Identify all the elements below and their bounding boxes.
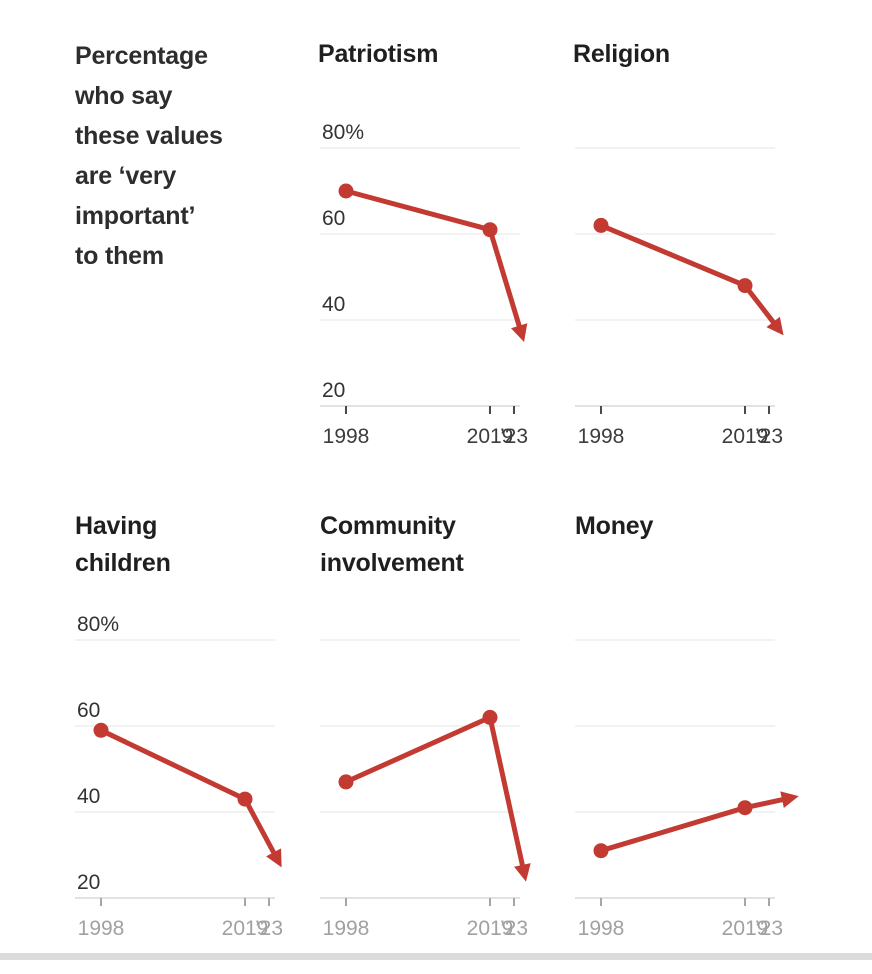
y-axis-label: 60 (322, 207, 345, 230)
x-axis-label: 2019 (722, 917, 769, 940)
y-axis-label: 20 (322, 379, 345, 402)
x-axis-label: ’23 (755, 917, 783, 940)
bottom-divider (0, 953, 872, 960)
data-point (482, 709, 498, 725)
x-axis-label: 1998 (323, 917, 370, 940)
y-axis-label: 40 (322, 293, 345, 316)
x-axis-label: ’23 (755, 425, 783, 448)
trend-arrowhead (266, 848, 282, 868)
x-axis-label: 1998 (323, 425, 370, 448)
x-axis-label: 1998 (578, 425, 625, 448)
x-axis-label: 2019 (222, 917, 269, 940)
y-axis-label: 20 (77, 871, 100, 894)
data-point (338, 774, 354, 790)
x-axis-label: 2019 (467, 425, 514, 448)
data-point (93, 722, 109, 738)
chart-title-having-children: Having children (75, 512, 171, 577)
data-point (338, 183, 354, 199)
chart-canvas-having-children: 80% 60 40 20 1998 2019’23 (75, 613, 283, 940)
y-axis-label: 60 (77, 699, 100, 722)
x-axis-label: 1998 (78, 917, 125, 940)
x-axis-label: 2019 (467, 917, 514, 940)
chart-title-religion: Religion (573, 40, 671, 68)
data-point (737, 800, 753, 816)
chart-canvas-patriotism: 80% 60 40 20 1998 2019’23 (320, 121, 528, 448)
data-point (593, 843, 609, 859)
chart-canvas-religion: 1998 2019’23 (575, 147, 784, 448)
x-axis-label: ’23 (255, 917, 283, 940)
chart-description: Percentage who say these values are ‘ver… (75, 42, 223, 270)
chart-title-money: Money (575, 512, 654, 540)
data-point (482, 222, 498, 238)
chart-title-patriotism: Patriotism (318, 40, 439, 68)
y-axis-label: 80% (322, 121, 364, 144)
y-axis-label: 40 (77, 785, 100, 808)
trend-arrowhead (510, 323, 528, 342)
x-axis-label: ’23 (500, 425, 528, 448)
chart-canvas-community-involvement: 1998 2019’23 (320, 639, 531, 940)
x-axis-label: 1998 (578, 917, 625, 940)
chart-canvas-money: 1998 2019’23 (575, 639, 799, 940)
x-axis-label: ’23 (500, 917, 528, 940)
chart-title-community-involvement: Community involvement (320, 512, 464, 577)
y-axis-label: 80% (77, 613, 119, 636)
data-point (737, 278, 753, 294)
data-point (593, 217, 609, 233)
trend-arrowhead (766, 316, 784, 336)
data-point (237, 791, 253, 807)
trend-arrowhead (514, 863, 531, 882)
trend-arrowhead (780, 791, 799, 809)
x-axis-label: 2019 (722, 425, 769, 448)
